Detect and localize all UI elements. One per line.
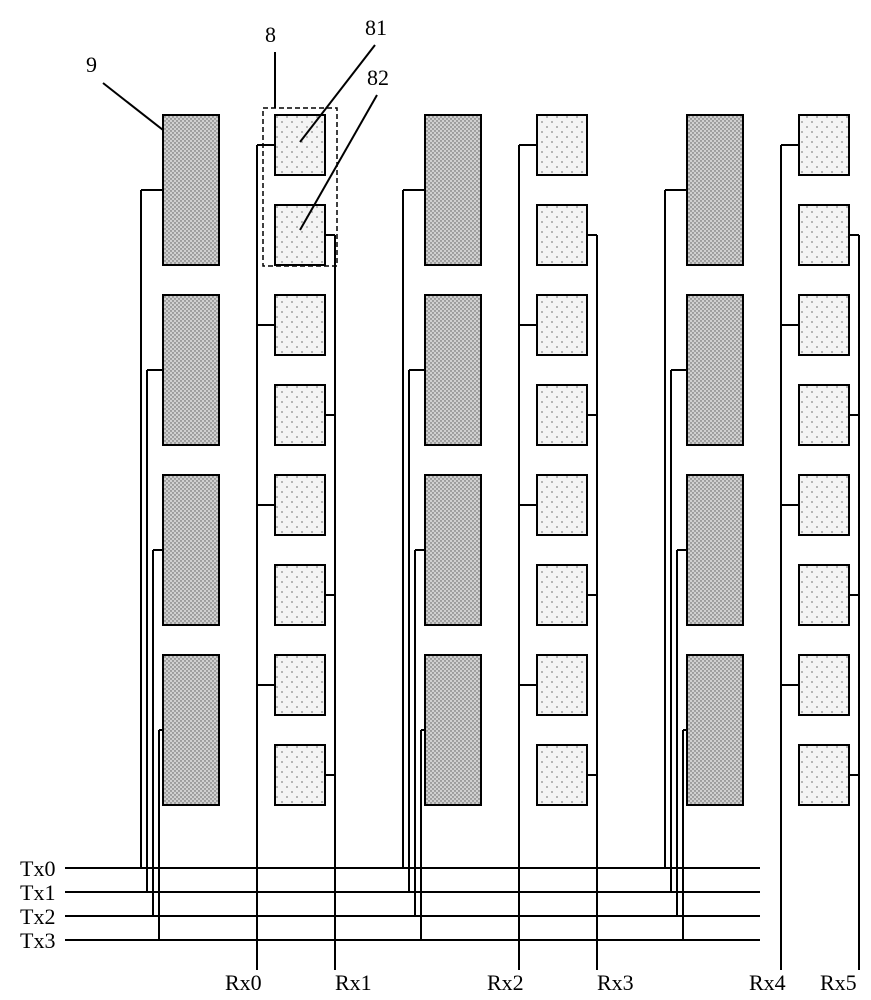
tx-block: [687, 655, 743, 805]
rx-block: [275, 115, 325, 175]
rx-label-4: Rx4: [749, 970, 786, 996]
tx-block: [163, 295, 219, 445]
rx-block: [799, 115, 849, 175]
schematic-svg: [0, 0, 871, 1000]
rx-block: [537, 295, 587, 355]
leader-9: [103, 83, 163, 130]
rx-block: [275, 385, 325, 445]
rx-block: [275, 565, 325, 625]
rx-block: [537, 205, 587, 265]
rx-block: [799, 565, 849, 625]
rx-block: [275, 205, 325, 265]
tx-block: [425, 115, 481, 265]
callout-label-81: 81: [365, 15, 387, 41]
rx-block: [799, 745, 849, 805]
tx-block: [425, 475, 481, 625]
rx-block: [537, 565, 587, 625]
tx-block: [163, 655, 219, 805]
callout-label-82: 82: [367, 65, 389, 91]
rx-block: [275, 475, 325, 535]
rx-block: [799, 205, 849, 265]
leader-81: [300, 45, 375, 142]
rx-block: [537, 745, 587, 805]
tx-label-0: Tx0: [20, 856, 55, 882]
rx-label-1: Rx1: [335, 970, 372, 996]
tx-label-2: Tx2: [20, 904, 55, 930]
diagram-canvas: 9 8 81 82 Tx0 Tx1 Tx2 Tx3 Rx0 Rx1 Rx2 Rx…: [0, 0, 871, 1000]
rx-block: [799, 295, 849, 355]
tx-label-3: Tx3: [20, 928, 55, 954]
tx-block: [163, 115, 219, 265]
rx-label-2: Rx2: [487, 970, 524, 996]
rx-block: [275, 655, 325, 715]
rx-block: [275, 745, 325, 805]
tx-block: [687, 115, 743, 265]
rx-block: [799, 655, 849, 715]
rx-label-0: Rx0: [225, 970, 262, 996]
rx-label-3: Rx3: [597, 970, 634, 996]
tx-block: [687, 295, 743, 445]
tx-block: [687, 475, 743, 625]
rx-block: [799, 475, 849, 535]
rx-block: [537, 385, 587, 445]
tx-block: [425, 655, 481, 805]
callout-label-9: 9: [86, 52, 97, 78]
rx-block: [537, 475, 587, 535]
tx-label-1: Tx1: [20, 880, 55, 906]
rx-block: [275, 295, 325, 355]
rx-block: [537, 115, 587, 175]
rx-label-5: Rx5: [820, 970, 857, 996]
callout-label-8: 8: [265, 22, 276, 48]
tx-block: [425, 295, 481, 445]
rx-block: [537, 655, 587, 715]
rx-block: [799, 385, 849, 445]
tx-block: [163, 475, 219, 625]
